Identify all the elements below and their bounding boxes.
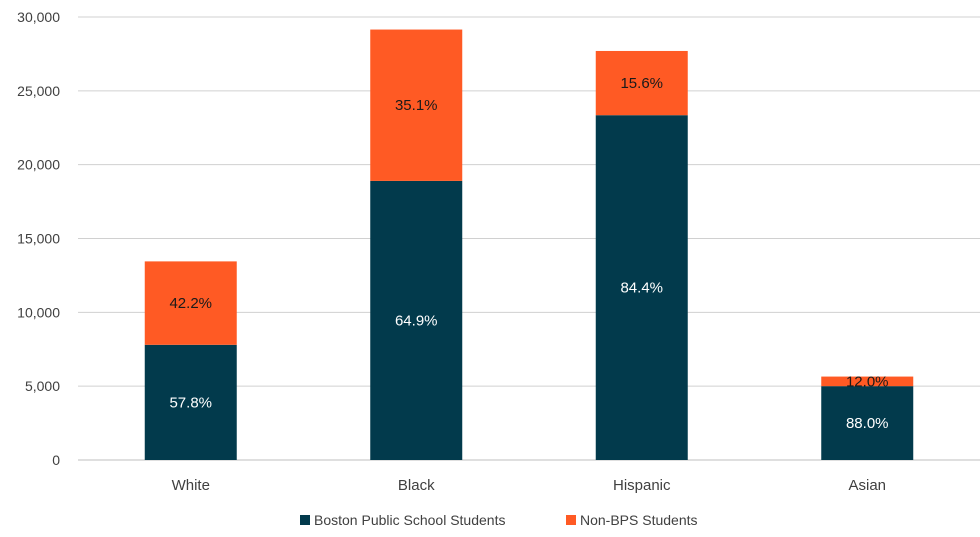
legend-swatch [566, 515, 576, 525]
bar-segment [595, 50, 688, 116]
data-label: 64.9% [395, 312, 438, 329]
data-label: 88.0% [846, 415, 889, 432]
y-tick-label: 20,000 [17, 157, 60, 173]
y-tick-label: 30,000 [17, 9, 60, 25]
legend-label: Boston Public School Students [314, 512, 505, 528]
y-tick-label: 15,000 [17, 231, 60, 247]
bar-segment [370, 29, 463, 181]
bar-segment [144, 261, 237, 345]
x-tick-label: Black [398, 477, 435, 494]
legend-label: Non-BPS Students [580, 512, 698, 528]
y-tick-label: 10,000 [17, 304, 60, 320]
data-label: 84.4% [620, 280, 663, 297]
bar-segment [370, 180, 463, 460]
y-tick-label: 0 [52, 452, 60, 468]
bar-segment [144, 344, 237, 460]
bar-segment [595, 115, 688, 460]
x-tick-label: White [172, 477, 210, 494]
legend: Boston Public School Students Non-BPS Stu… [300, 512, 698, 528]
x-tick-label: Asian [848, 477, 886, 494]
data-label: 57.8% [169, 394, 212, 411]
data-label: 15.6% [620, 75, 663, 92]
y-tick-label: 25,000 [17, 83, 60, 99]
bar-segment [821, 386, 914, 460]
bars: 57.8% 42.2% 64.9% 35.1% 84.4% 15.6% 88.0% 12.0% [144, 29, 914, 460]
y-tick-label: 5,000 [25, 378, 60, 394]
legend-swatch [300, 515, 310, 525]
y-axis: 0 5,000 10,000 15,000 20,000 25,000 30,000 [17, 9, 60, 468]
data-label: 42.2% [169, 295, 212, 312]
bar-segment [821, 376, 914, 387]
x-axis: White Black Hispanic Asian [172, 477, 886, 494]
data-label: 35.1% [395, 97, 438, 114]
data-label: 12.0% [846, 373, 889, 390]
x-tick-label: Hispanic [613, 477, 671, 494]
